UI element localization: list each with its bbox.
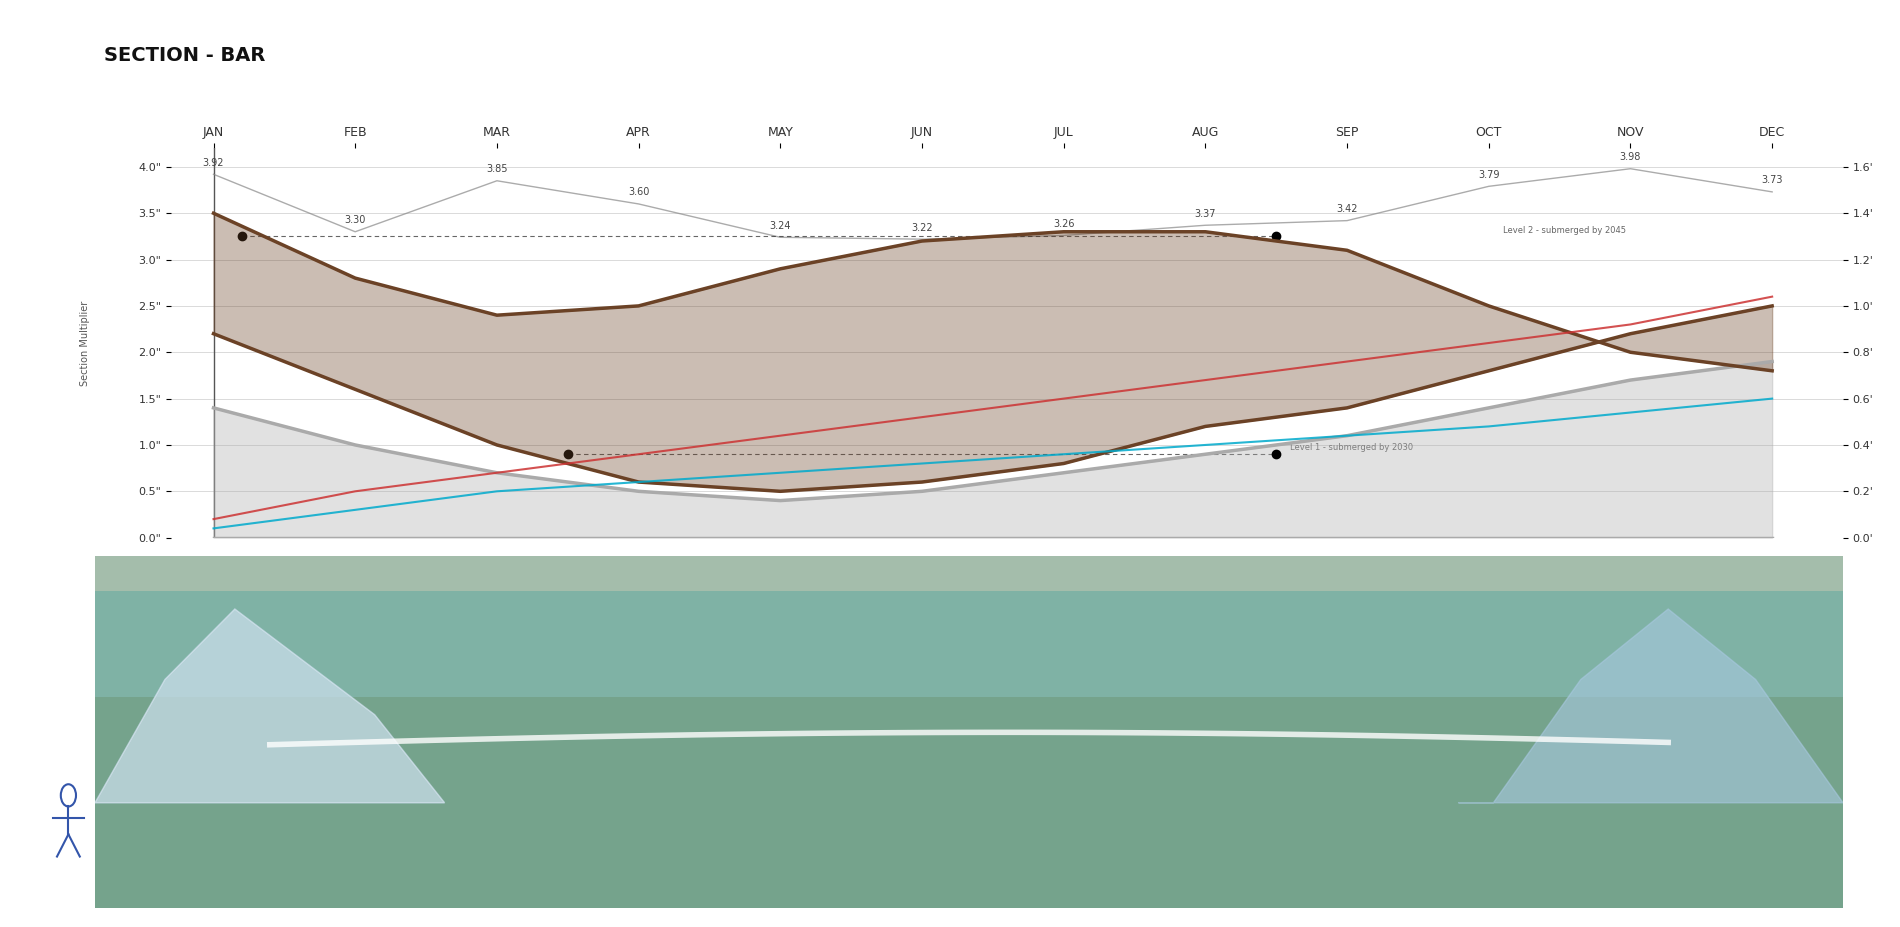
Text: SECTION - BAR: SECTION - BAR (104, 46, 266, 65)
Polygon shape (95, 609, 445, 803)
Text: 3.60: 3.60 (627, 187, 650, 197)
Polygon shape (1459, 609, 1843, 803)
Text: 3.30: 3.30 (344, 215, 367, 225)
Text: 3.92: 3.92 (203, 158, 224, 168)
FancyBboxPatch shape (0, 556, 1900, 927)
Text: 3.22: 3.22 (912, 222, 933, 233)
Text: Level 1 - submerged by 2030: Level 1 - submerged by 2030 (1290, 443, 1414, 452)
Text: 3.37: 3.37 (1195, 209, 1216, 219)
Text: 3.24: 3.24 (770, 221, 790, 231)
Text: 3.98: 3.98 (1621, 152, 1642, 162)
Text: 3.85: 3.85 (486, 164, 507, 174)
Text: 3.26: 3.26 (1053, 219, 1074, 229)
Y-axis label: Section Multiplier: Section Multiplier (80, 300, 89, 386)
FancyBboxPatch shape (0, 697, 1900, 927)
FancyBboxPatch shape (0, 591, 1900, 926)
Text: 3.79: 3.79 (1478, 170, 1499, 180)
Text: Level 2 - submerged by 2045: Level 2 - submerged by 2045 (1503, 225, 1626, 235)
Polygon shape (95, 609, 445, 803)
Text: 3.73: 3.73 (1761, 175, 1782, 185)
Text: 3.42: 3.42 (1336, 204, 1358, 214)
